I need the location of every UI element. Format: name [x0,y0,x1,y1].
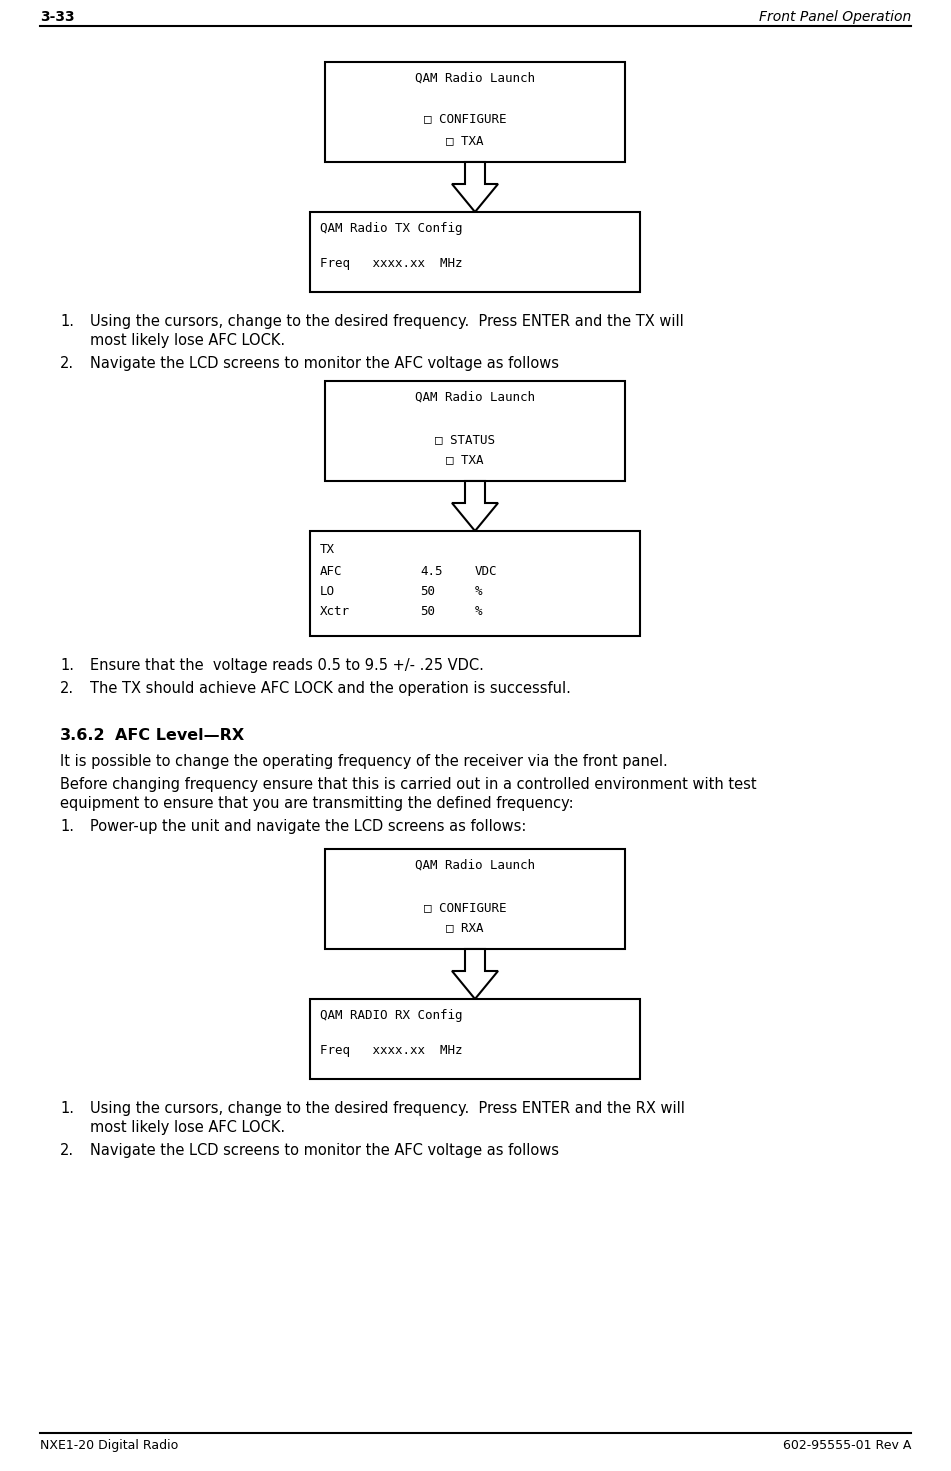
Text: 1.: 1. [60,819,74,834]
Text: 2.: 2. [60,681,74,696]
Text: 4.5: 4.5 [420,565,442,578]
Text: 1.: 1. [60,658,74,674]
Text: □ TXA: □ TXA [446,134,484,147]
Bar [325,849,625,949]
Text: most likely lose AFC LOCK.: most likely lose AFC LOCK. [90,332,285,349]
Polygon shape [452,162,498,212]
Text: most likely lose AFC LOCK.: most likely lose AFC LOCK. [90,1119,285,1136]
Text: □ CONFIGURE: □ CONFIGURE [424,902,506,913]
Text: □ CONFIGURE: □ CONFIGURE [424,112,506,125]
Text: equipment to ensure that you are transmitting the defined frequency:: equipment to ensure that you are transmi… [60,796,573,811]
Text: 1.: 1. [60,313,74,330]
Text: AFC: AFC [320,565,342,578]
Polygon shape [452,481,498,531]
Bar [310,531,640,635]
Text: It is possible to change the operating frequency of the receiver via the front p: It is possible to change the operating f… [60,755,668,769]
Text: Ensure that the  voltage reads 0.5 to 9.5 +/- .25 VDC.: Ensure that the voltage reads 0.5 to 9.5… [90,658,484,674]
Bar [325,62,625,162]
Bar [310,212,640,293]
Text: 602-95555-01 Rev A: 602-95555-01 Rev A [783,1439,911,1452]
Text: □ RXA: □ RXA [446,921,484,934]
Bar [325,381,625,481]
Text: 2.: 2. [60,356,74,371]
Text: Power-up the unit and navigate the LCD screens as follows:: Power-up the unit and navigate the LCD s… [90,819,526,834]
Text: 3-33: 3-33 [40,10,74,24]
Text: Using the cursors, change to the desired frequency.  Press ENTER and the TX will: Using the cursors, change to the desired… [90,313,684,330]
Text: %: % [475,605,482,618]
Text: QAM Radio Launch: QAM Radio Launch [415,859,535,872]
Text: QAM RADIO RX Config: QAM RADIO RX Config [320,1009,462,1022]
Text: NXE1-20 Digital Radio: NXE1-20 Digital Radio [40,1439,178,1452]
Text: Xctr: Xctr [320,605,350,618]
Text: Freq   xxxx.xx  MHz: Freq xxxx.xx MHz [320,257,462,271]
Text: Before changing frequency ensure that this is carried out in a controlled enviro: Before changing frequency ensure that th… [60,777,757,791]
Text: Navigate the LCD screens to monitor the AFC voltage as follows: Navigate the LCD screens to monitor the … [90,356,559,371]
Text: QAM Radio Launch: QAM Radio Launch [415,72,535,85]
Text: The TX should achieve AFC LOCK and the operation is successful.: The TX should achieve AFC LOCK and the o… [90,681,571,696]
Text: VDC: VDC [475,565,497,578]
Text: Using the cursors, change to the desired frequency.  Press ENTER and the RX will: Using the cursors, change to the desired… [90,1100,685,1116]
Text: 2.: 2. [60,1143,74,1158]
Text: Navigate the LCD screens to monitor the AFC voltage as follows: Navigate the LCD screens to monitor the … [90,1143,559,1158]
Text: 3.6.2: 3.6.2 [60,728,106,743]
Text: □ STATUS: □ STATUS [435,432,495,446]
Text: 50: 50 [420,605,435,618]
Text: QAM Radio Launch: QAM Radio Launch [415,391,535,405]
Text: TX: TX [320,543,335,556]
Text: LO: LO [320,585,335,599]
Text: 1.: 1. [60,1100,74,1116]
Text: □ TXA: □ TXA [446,453,484,466]
Text: AFC Level—RX: AFC Level—RX [115,728,244,743]
Bar [310,999,640,1080]
Polygon shape [452,949,498,999]
Text: %: % [475,585,482,599]
Text: Freq   xxxx.xx  MHz: Freq xxxx.xx MHz [320,1044,462,1058]
Text: 50: 50 [420,585,435,599]
Text: Front Panel Operation: Front Panel Operation [759,10,911,24]
Text: QAM Radio TX Config: QAM Radio TX Config [320,222,462,235]
